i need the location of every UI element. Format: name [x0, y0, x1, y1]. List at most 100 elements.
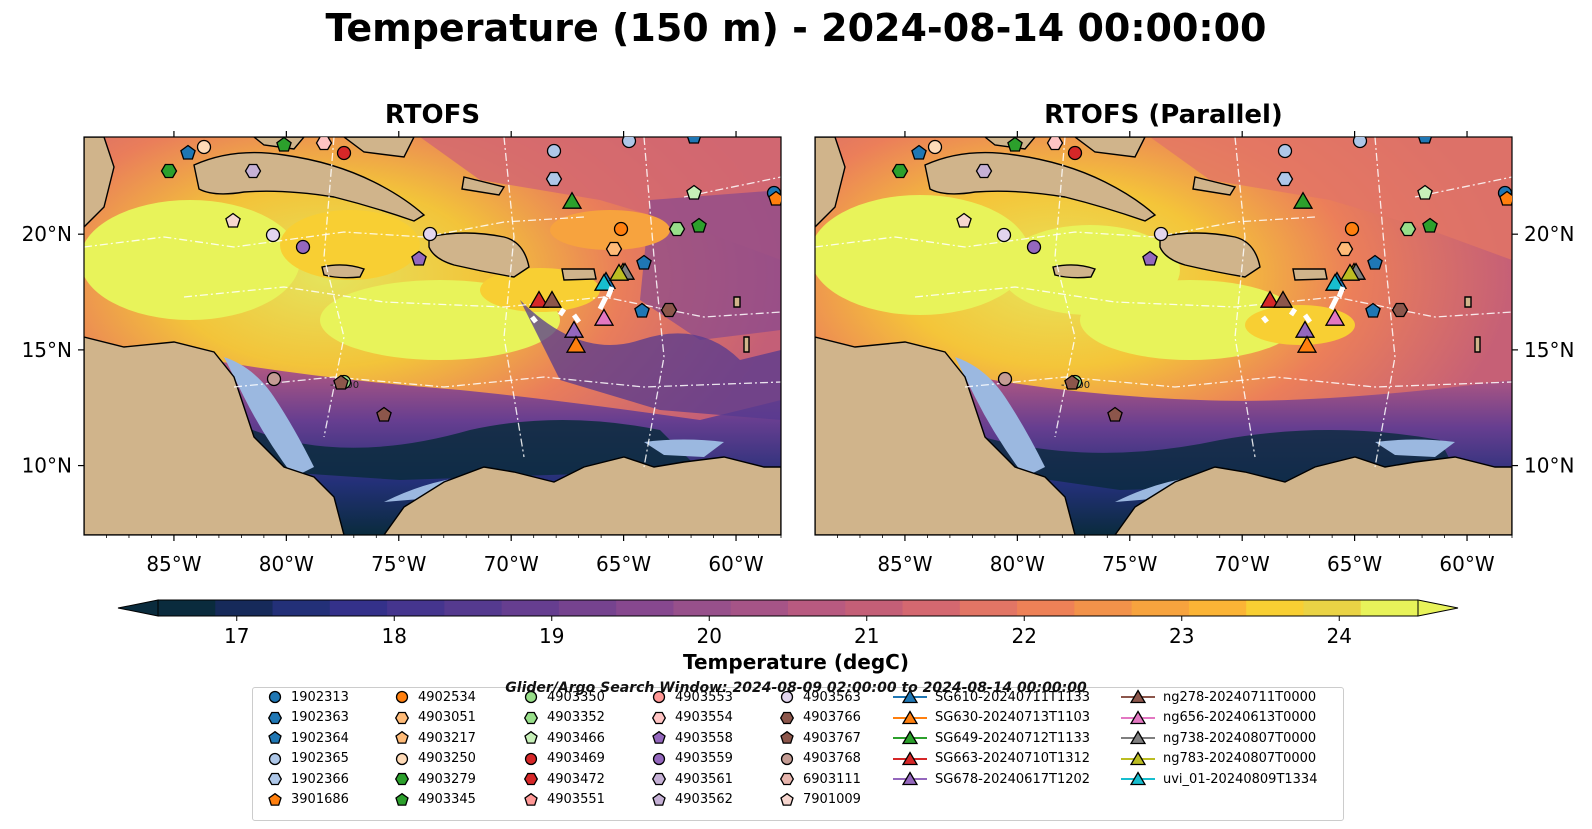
- map-marker-4903558[interactable]: [411, 250, 427, 266]
- map-marker-4903466[interactable]: [686, 184, 702, 200]
- land-mass: [815, 137, 846, 228]
- map-marker-4903767[interactable]: [333, 374, 349, 390]
- map-marker-4902534[interactable]: [613, 221, 629, 237]
- eez-boundary: [643, 137, 665, 468]
- map-marker-4903767[interactable]: [1064, 374, 1080, 390]
- map-marker-1902364[interactable]: [636, 254, 652, 270]
- legend-entry: 1902364: [267, 728, 349, 748]
- map-marker-7901009[interactable]: [225, 212, 241, 228]
- map-marker-4903469[interactable]: [1067, 145, 1083, 161]
- map-marker-4903767[interactable]: [1107, 406, 1123, 422]
- legend-entry-label: 6903111: [803, 771, 861, 787]
- map-marker-4903345[interactable]: [1007, 137, 1023, 152]
- map-marker-3901686[interactable]: [768, 190, 783, 206]
- map-marker-uvi_01-20240809T1334[interactable]: [1324, 273, 1346, 291]
- map-marker-4903250[interactable]: [927, 139, 943, 155]
- map-marker-ng783-20240807T0000[interactable]: [608, 263, 630, 281]
- map-marker-1902364[interactable]: [1417, 130, 1433, 144]
- map-marker-1902364[interactable]: [911, 144, 927, 160]
- lat-tick-label-left: 15°N: [22, 338, 72, 362]
- lon-tick-label: 80°W: [990, 552, 1045, 576]
- colorbar-segment: [673, 600, 732, 616]
- map-marker-4903766[interactable]: [660, 302, 678, 318]
- map-marker-1902364[interactable]: [686, 130, 702, 144]
- map-marker-1902364[interactable]: [1367, 254, 1383, 270]
- map-marker-4903563[interactable]: [996, 227, 1012, 243]
- map-marker-1902365[interactable]: [1352, 135, 1368, 149]
- map-marker-4903561[interactable]: [244, 163, 262, 179]
- map-marker-1902365[interactable]: [1277, 143, 1293, 159]
- map-marker-4903279[interactable]: [891, 163, 909, 179]
- map-marker-uvi_01-20240809T1334[interactable]: [593, 273, 615, 291]
- colorbar-extend-min: [117, 599, 159, 617]
- pentagon-marker-icon: [780, 792, 794, 806]
- colorbar-segment: [730, 600, 789, 616]
- map-marker-4903345[interactable]: [276, 137, 292, 152]
- colorbar-segment: [1131, 600, 1190, 616]
- lat-tick-label-left: 10°N: [22, 454, 72, 478]
- map-marker-4903563[interactable]: [265, 227, 281, 243]
- triangle-marker-icon: [1121, 709, 1155, 724]
- map-marker-1902365[interactable]: [546, 143, 562, 159]
- glider-track: [557, 307, 567, 317]
- map-marker-SG630-20240713T1103[interactable]: [1296, 335, 1318, 353]
- map-marker-SG663-20240710T1312[interactable]: [1259, 290, 1281, 308]
- map-marker-ng278-20240711T0000[interactable]: [541, 290, 563, 308]
- legend-entry: ng783-20240807T0000: [1121, 749, 1316, 769]
- map-marker-4903554[interactable]: [1046, 137, 1064, 151]
- map-marker-ng783-20240807T0000[interactable]: [1339, 263, 1361, 281]
- map-marker-4903469[interactable]: [336, 145, 352, 161]
- map-marker-4902534[interactable]: [1344, 221, 1360, 237]
- map-marker-4903352[interactable]: [668, 221, 686, 237]
- map-marker-4903767[interactable]: [376, 406, 392, 422]
- map-marker-1902366[interactable]: [1276, 171, 1294, 187]
- map-marker-4903563[interactable]: [1153, 226, 1169, 242]
- map-marker-SG649-20240712T1133[interactable]: [561, 191, 583, 209]
- map-marker-4903768[interactable]: [266, 371, 282, 387]
- map-marker-3901686[interactable]: [1499, 190, 1514, 206]
- legend-box: 1902313 1902363 1902364 1902365 1902366 39016…: [252, 687, 1344, 821]
- map-marker-4903558[interactable]: [1142, 250, 1158, 266]
- map-marker-SG678-20240617T1202[interactable]: [1294, 320, 1316, 338]
- map-marker-SG663-20240710T1312[interactable]: [528, 290, 550, 308]
- map-marker-SG649-20240712T1133[interactable]: [1292, 191, 1314, 209]
- legend-entry: 6903111: [779, 769, 861, 789]
- map-marker-4903559[interactable]: [1026, 239, 1042, 255]
- map-marker-1902365[interactable]: [621, 135, 637, 149]
- hexagon-marker-icon: [394, 772, 410, 786]
- map-marker-4903559[interactable]: [295, 239, 311, 255]
- eez-boundary: [964, 376, 1512, 388]
- map-marker-4903561[interactable]: [975, 163, 993, 179]
- map-marker-7901009[interactable]: [956, 212, 972, 228]
- map-marker-4903051[interactable]: [1336, 241, 1354, 257]
- land-mass: [383, 456, 781, 535]
- map-marker-1902364[interactable]: [180, 144, 196, 160]
- map-marker-1902364[interactable]: [1365, 302, 1381, 318]
- legend-entry-label: 4903558: [675, 730, 733, 746]
- map-marker-4903466[interactable]: [1417, 184, 1433, 200]
- triangle-marker-icon: [893, 709, 927, 724]
- map-marker-4903345[interactable]: [1422, 217, 1438, 233]
- lon-tick-label: 85°W: [146, 552, 201, 576]
- map-marker-SG678-20240617T1202[interactable]: [563, 320, 585, 338]
- map-marker-4903554[interactable]: [315, 137, 333, 151]
- lon-tick-label: 65°W: [596, 552, 651, 576]
- map-marker-4903051[interactable]: [605, 241, 623, 257]
- map-marker-ng656-20240613T0000[interactable]: [1324, 308, 1346, 326]
- map-marker-ng278-20240711T0000[interactable]: [1272, 290, 1294, 308]
- map-marker-4903279[interactable]: [160, 163, 178, 179]
- map-marker-4903352[interactable]: [1399, 221, 1417, 237]
- map-marker-4903563[interactable]: [422, 226, 438, 242]
- map-marker-SG630-20240713T1103[interactable]: [565, 335, 587, 353]
- map-marker-4903766[interactable]: [1391, 302, 1409, 318]
- eez-boundary: [1374, 137, 1396, 468]
- map-marker-4903250[interactable]: [196, 139, 212, 155]
- legend-entry-label: 4903345: [418, 792, 476, 807]
- map-marker-ng656-20240613T0000[interactable]: [593, 308, 615, 326]
- map-marker-4903768[interactable]: [997, 371, 1013, 387]
- colorbar-segment: [1303, 600, 1362, 616]
- map-marker-4903345[interactable]: [691, 217, 707, 233]
- map-marker-1902366[interactable]: [545, 171, 563, 187]
- map-marker-1902364[interactable]: [634, 302, 650, 318]
